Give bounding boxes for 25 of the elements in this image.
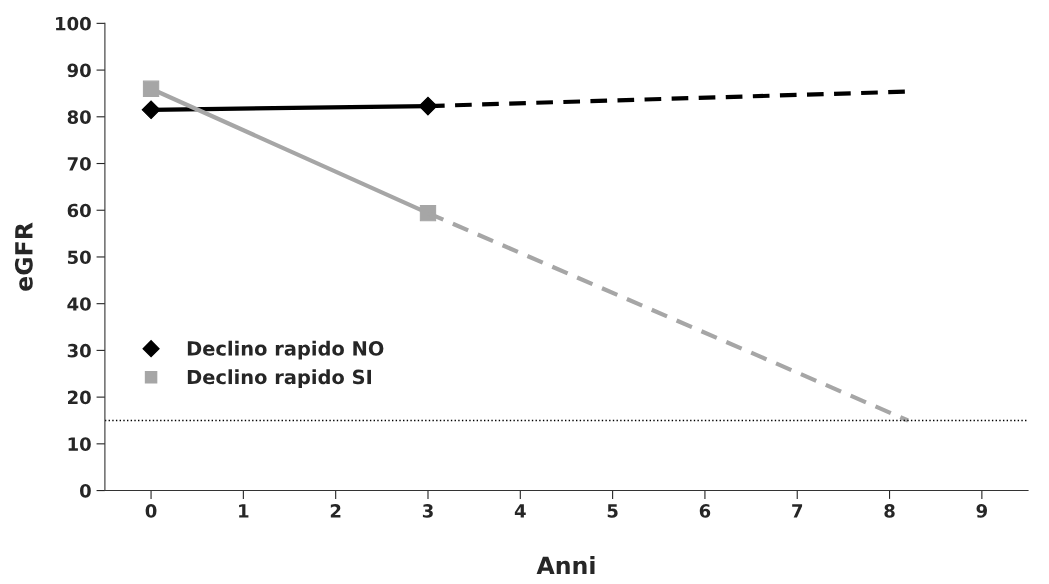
x-tick-label: 4 bbox=[514, 504, 526, 518]
x-tick-label: 9 bbox=[976, 504, 987, 518]
x-tick-label: 2 bbox=[330, 504, 341, 518]
legend-label: Declino rapido NO bbox=[187, 340, 384, 360]
y-tick-label: 60 bbox=[67, 203, 91, 218]
x-tick-label: 7 bbox=[792, 504, 803, 518]
y-axis-title: eGFR bbox=[14, 222, 33, 291]
y-tick-label: 40 bbox=[67, 297, 91, 311]
y-tick-label: 20 bbox=[68, 390, 91, 405]
legend-label: Declino rapido SI bbox=[187, 369, 372, 389]
x-tick-label: 5 bbox=[607, 504, 618, 518]
x-tick-label: 6 bbox=[699, 504, 711, 518]
y-tick-label: 90 bbox=[67, 63, 91, 78]
y-tick-label: 70 bbox=[67, 156, 91, 171]
x-axis-title: Anni bbox=[536, 555, 595, 574]
y-tick-label: 50 bbox=[67, 250, 91, 265]
y-tick-label: 80 bbox=[67, 110, 91, 124]
y-tick-label: 10 bbox=[68, 437, 91, 451]
x-tick-label: 0 bbox=[145, 504, 157, 518]
x-tick-label: 8 bbox=[884, 504, 895, 518]
y-tick-label: 0 bbox=[80, 484, 91, 498]
y-tick-label: 100 bbox=[56, 16, 91, 31]
x-tick-label: 3 bbox=[422, 504, 433, 518]
y-tick-label: 30 bbox=[67, 343, 91, 358]
x-tick-label: 1 bbox=[239, 504, 249, 518]
